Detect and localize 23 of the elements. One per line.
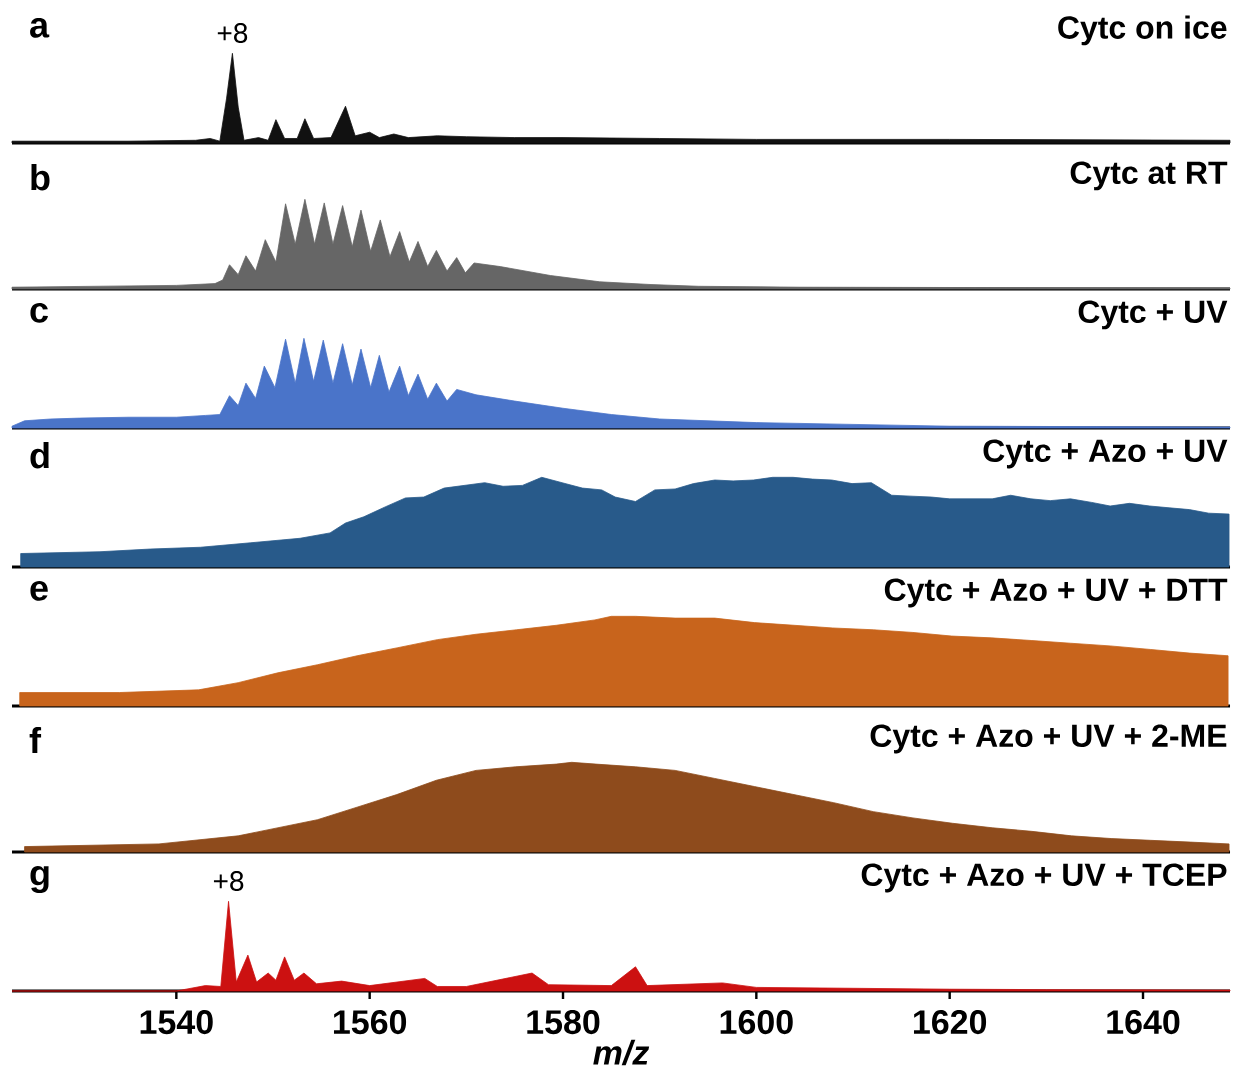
text: b <box>31 163 50 191</box>
text: f <box>29 726 42 754</box>
text: a <box>30 17 50 38</box>
text: c <box>30 302 48 323</box>
text: g <box>30 865 49 893</box>
chart-title: Cytc on ice <box>1058 15 1227 46</box>
x-tick-label: 1540 <box>140 1010 213 1035</box>
x-tick-label: 1620 <box>913 1010 987 1035</box>
chart-title: Cytc + Azo + UV + DTT <box>884 578 1228 608</box>
chart-title: Cytc + UV <box>1078 300 1228 330</box>
text: e <box>30 580 48 601</box>
x-axis-title: m/z <box>593 1039 650 1066</box>
annotation: +8 <box>217 23 248 43</box>
chart-title: Cytc at RT <box>1070 161 1228 191</box>
x-tick-label: 1600 <box>720 1010 793 1035</box>
annotation: +8 <box>213 871 244 891</box>
chart-title: Cytc + Azo + UV <box>983 439 1228 469</box>
x-tick-label: 1640 <box>1107 1010 1180 1035</box>
chart-title: Cytc + Azo + UV + 2-ME <box>870 724 1227 754</box>
x-tick-label: 1580 <box>527 1010 600 1035</box>
chart-title: Cytc + Azo + UV + TCEP <box>861 863 1227 893</box>
x-tick-label: 1560 <box>333 1010 407 1035</box>
text: d <box>30 441 49 469</box>
